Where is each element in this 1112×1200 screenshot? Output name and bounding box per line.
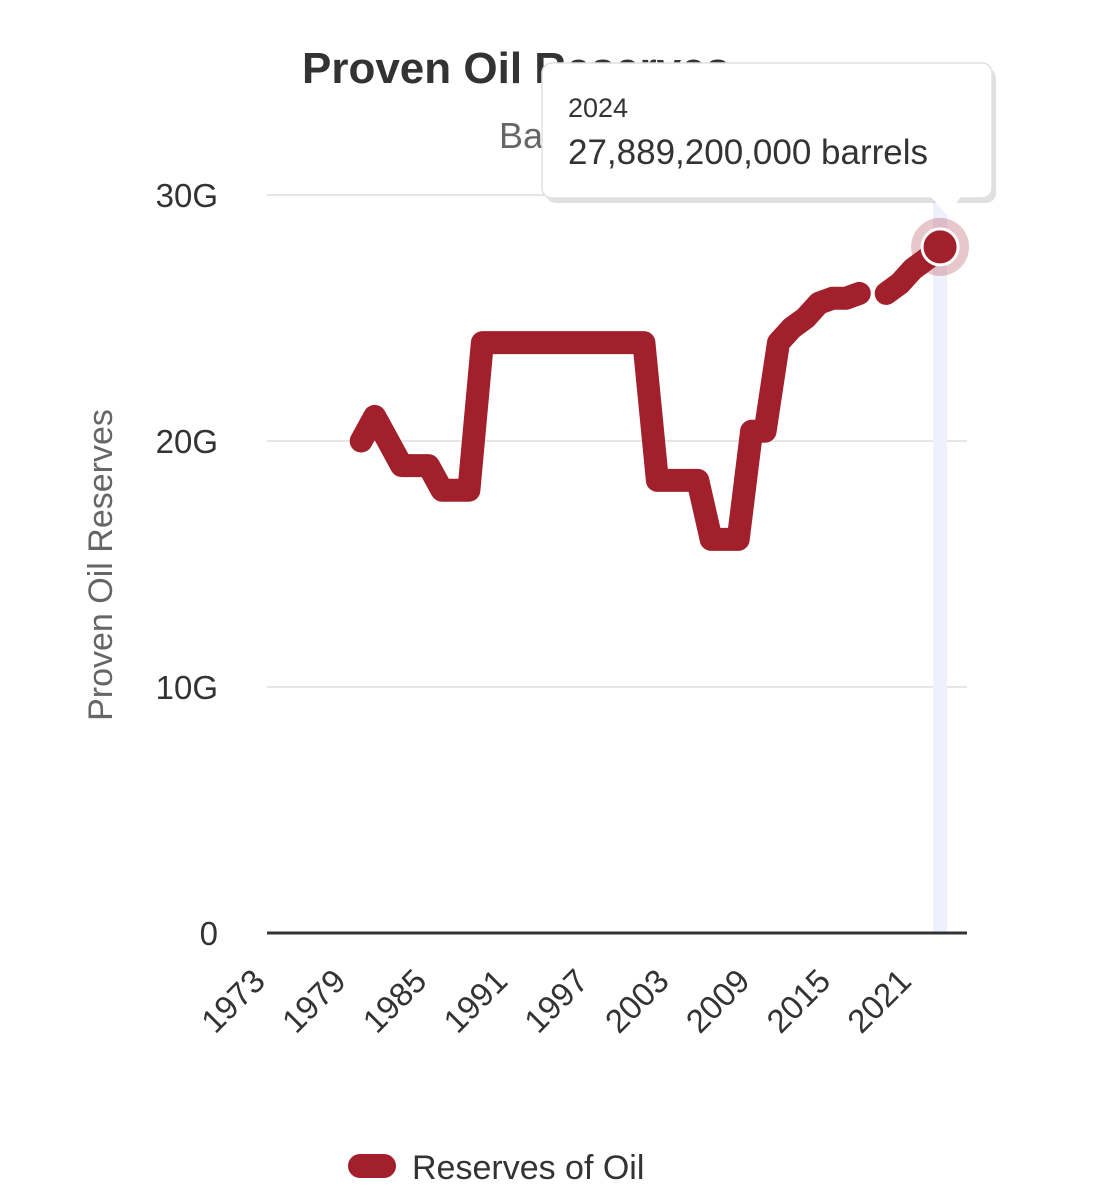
- x-tick-label: 1997: [517, 962, 595, 1040]
- hover-marker[interactable]: [911, 217, 970, 276]
- x-tick-label: 1985: [355, 962, 433, 1040]
- legend-swatch[interactable]: [348, 1154, 396, 1178]
- hover-crosshair: [933, 195, 948, 933]
- y-axis-label: Proven Oil Reserves: [82, 409, 120, 721]
- y-axis-ticks: 0 10G 20G 30G: [156, 177, 218, 952]
- y-tick-label: 20G: [156, 423, 218, 460]
- tooltip-box: [541, 62, 993, 199]
- x-tick-label: 1991: [436, 962, 514, 1040]
- x-axis-ticks: 1973 1979 1985 1991 1997 2003 2009 2015 2021: [194, 962, 918, 1040]
- y-tick-label: 10G: [156, 669, 218, 706]
- x-tick-label: 1973: [194, 962, 272, 1040]
- tooltip-category: 2024: [568, 93, 628, 123]
- x-tick-label: 2021: [840, 962, 918, 1040]
- x-tick-label: 2009: [678, 962, 756, 1040]
- series-reserves-of-oil[interactable]: [349, 235, 952, 551]
- data-point-marker[interactable]: [920, 227, 960, 267]
- x-tick-label: 2003: [598, 962, 676, 1040]
- legend-label[interactable]: Reserves of Oil: [412, 1149, 644, 1187]
- legend[interactable]: Reserves of Oil: [348, 1149, 644, 1187]
- x-tick-label: 1979: [275, 962, 353, 1040]
- tooltip: 2024 27,889,200,000 barrels: [541, 62, 996, 214]
- y-tick-label: 0: [200, 915, 218, 952]
- series-line-segment[interactable]: [349, 281, 871, 551]
- tooltip-value: 27,889,200,000 barrels: [568, 133, 928, 172]
- tooltip-pointer: [930, 196, 962, 214]
- y-tick-label: 30G: [156, 177, 218, 214]
- x-tick-label: 2015: [759, 962, 837, 1040]
